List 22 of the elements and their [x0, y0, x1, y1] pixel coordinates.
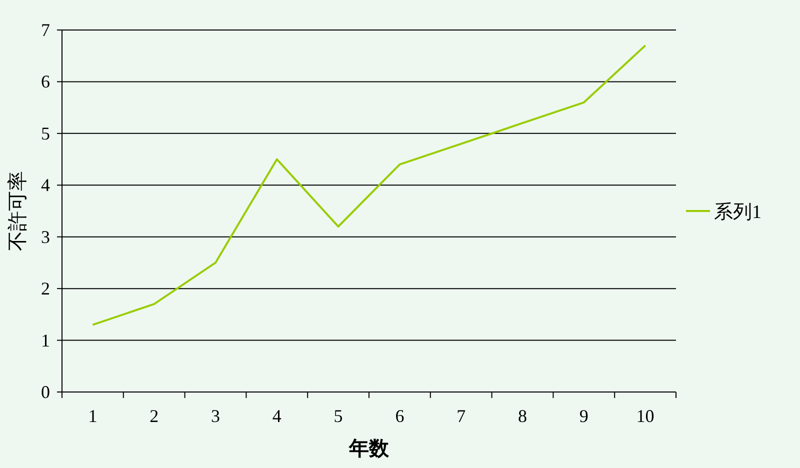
y-axis-title: 不許可率 [7, 171, 29, 251]
legend-label: 系列1 [714, 202, 762, 223]
y-tick-label: 2 [41, 278, 50, 299]
x-tick-label: 10 [636, 406, 654, 426]
x-tick-label: 7 [456, 406, 466, 426]
x-tick-label: 9 [579, 406, 588, 426]
x-tick-label: 2 [150, 406, 159, 426]
x-tick-label: 8 [518, 406, 527, 426]
y-tick-label: 3 [41, 226, 50, 247]
y-tick-label: 0 [41, 382, 50, 402]
y-tick-label: 6 [41, 72, 50, 92]
y-tick-label: 5 [41, 123, 50, 144]
line-series [92, 44, 646, 326]
x-tick-label: 3 [211, 406, 220, 426]
x-tick-label: 6 [395, 406, 404, 426]
x-axis-title: 年数 [348, 438, 390, 460]
x-tick-label: 4 [272, 406, 282, 426]
x-tick-label: 5 [334, 406, 343, 426]
y-tick-label: 4 [41, 175, 50, 196]
y-tick-label: 7 [41, 20, 50, 40]
x-tick-label: 1 [88, 406, 98, 426]
y-tick-label: 1 [41, 330, 50, 350]
